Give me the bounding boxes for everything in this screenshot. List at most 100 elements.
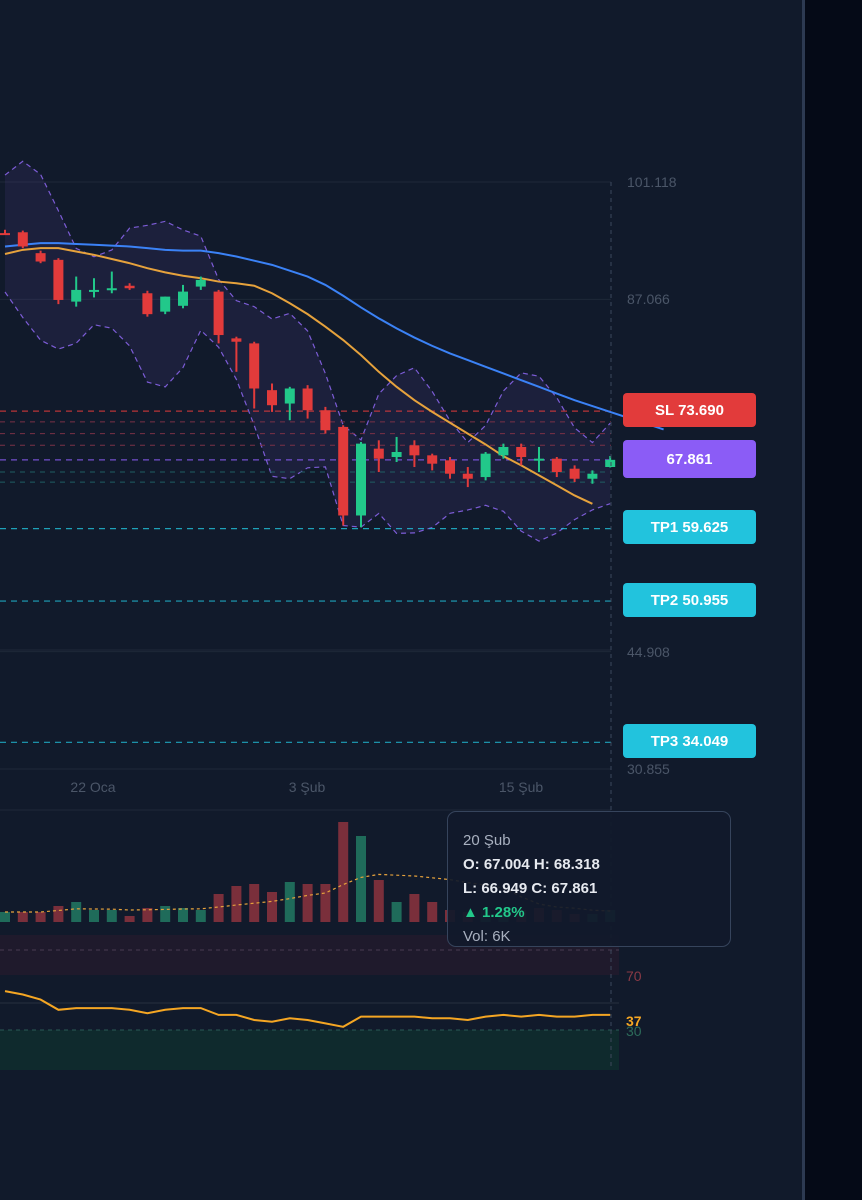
grid-lines: [0, 181, 619, 1031]
candle-body: [35, 253, 46, 262]
tooltip-change: ▲ 1.28%: [463, 904, 525, 921]
candle-body: [267, 390, 277, 406]
candle-body: [160, 296, 171, 312]
candle-body: [498, 446, 509, 456]
volume-bar: [373, 880, 384, 922]
tooltip-open-label: O:: [463, 856, 480, 873]
volume-bar: [71, 902, 82, 922]
volume-bar: [124, 916, 135, 922]
tooltip-close-label: C:: [531, 880, 548, 897]
candle-body: [605, 459, 616, 467]
take-profit-2-badge[interactable]: TP2 50.955: [623, 583, 756, 617]
volume-bar: [427, 902, 438, 922]
tooltip-low-label: L:: [463, 880, 478, 897]
ohlc-tooltip: 20 Şub O: 67.004 H: 68.318 L: 66.949 C: …: [447, 811, 731, 947]
rsi-oversold-zone: [0, 1030, 619, 1070]
candle-body: [231, 338, 242, 342]
volume-bar: [356, 836, 366, 922]
price-tick-label: 30.855: [627, 761, 670, 777]
tooltip-volume: Vol: 6K: [463, 925, 715, 949]
tooltip-high-label: H:: [533, 856, 550, 873]
tooltip-low-value: 66.949: [481, 880, 528, 897]
volume-bar: [106, 910, 117, 922]
volume-bar: [53, 906, 64, 922]
candle-body: [569, 468, 580, 479]
band-fill: [5, 161, 611, 542]
candles: [0, 229, 616, 528]
entry-price-badge[interactable]: 67.861: [623, 440, 756, 478]
volume-bar: [302, 884, 313, 922]
volume-bar: [249, 884, 260, 922]
candle-body: [17, 232, 28, 247]
tooltip-high-value: 68.318: [553, 856, 600, 873]
price-tick-label: 87.066: [627, 291, 670, 307]
volume-bar: [160, 906, 171, 922]
tooltip-open-high: O: 67.004 H: 68.318: [463, 853, 715, 877]
candle-body: [338, 426, 349, 516]
take-profit-1-badge[interactable]: TP1 59.625: [623, 510, 756, 544]
price-pane-bg: [0, 0, 611, 769]
candle-body: [462, 473, 473, 479]
ma-fast-line: [4, 247, 593, 505]
volume-bar: [35, 912, 46, 922]
price-tick-label: 101.118: [627, 174, 677, 190]
candle-body: [0, 233, 10, 236]
band-upper: [4, 160, 611, 444]
volume-bar: [195, 910, 206, 922]
volume-bar: [267, 892, 277, 922]
volume-bar: [284, 882, 295, 922]
volume-bar: [178, 908, 188, 922]
tooltip-date: 20 Şub: [463, 832, 511, 849]
price-tick-label: 44.908: [627, 644, 670, 660]
ma-slow-line: [4, 242, 664, 431]
volume-bar: [0, 912, 10, 922]
tooltip-volume-label: Vol:: [463, 928, 489, 945]
moving-averages: [4, 242, 664, 505]
candle-body: [302, 388, 313, 411]
candle-body: [106, 288, 117, 291]
candle-body: [427, 455, 438, 464]
candle-body: [373, 448, 384, 459]
tooltip-open-value: 67.004: [483, 856, 530, 873]
candle-body: [445, 460, 455, 474]
rsi-axis-label-70: 70: [626, 968, 642, 984]
time-tick-label: 22 Oca: [70, 779, 115, 795]
candle-body: [534, 458, 544, 461]
candle-body: [124, 285, 135, 289]
candle-body: [284, 388, 295, 404]
rsi-pane: [4, 990, 611, 1028]
band-lower: [4, 291, 611, 542]
volume-bar: [391, 902, 402, 922]
volatility-band: [4, 160, 611, 542]
candle-body: [320, 410, 331, 431]
volume-bar: [89, 910, 99, 922]
time-tick-label: 3 Şub: [289, 779, 326, 795]
rsi-current-value: 37: [626, 1013, 642, 1029]
candle-body: [89, 289, 99, 292]
volume-bar: [320, 884, 331, 922]
take-profit-3-badge[interactable]: TP3 34.049: [623, 724, 756, 758]
tooltip-volume-value: 6K: [492, 928, 511, 945]
candle-body: [142, 293, 153, 315]
candle-body: [587, 473, 598, 479]
candle-body: [71, 289, 82, 302]
candle-body: [356, 443, 366, 516]
volume-bar: [213, 894, 224, 922]
right-panel-edge: [802, 0, 862, 1200]
candle-body: [516, 446, 527, 458]
rsi-axis-label-30: 30: [626, 1023, 642, 1039]
candle-body: [409, 445, 420, 456]
time-tick-label: 15 Şub: [499, 779, 544, 795]
volume-bar: [231, 886, 242, 922]
candle-body: [53, 259, 64, 300]
candle-body: [178, 291, 188, 306]
tooltip-low-close: L: 66.949 C: 67.861: [463, 877, 715, 901]
volume-bar: [409, 894, 420, 922]
stop-loss-badge[interactable]: SL 73.690: [623, 393, 756, 427]
rsi-line: [4, 990, 611, 1028]
tooltip-close-value: 67.861: [551, 880, 598, 897]
volume-bar: [142, 908, 153, 922]
volume-bar: [338, 822, 349, 922]
candle-body: [391, 451, 402, 458]
candle-body: [480, 453, 491, 478]
